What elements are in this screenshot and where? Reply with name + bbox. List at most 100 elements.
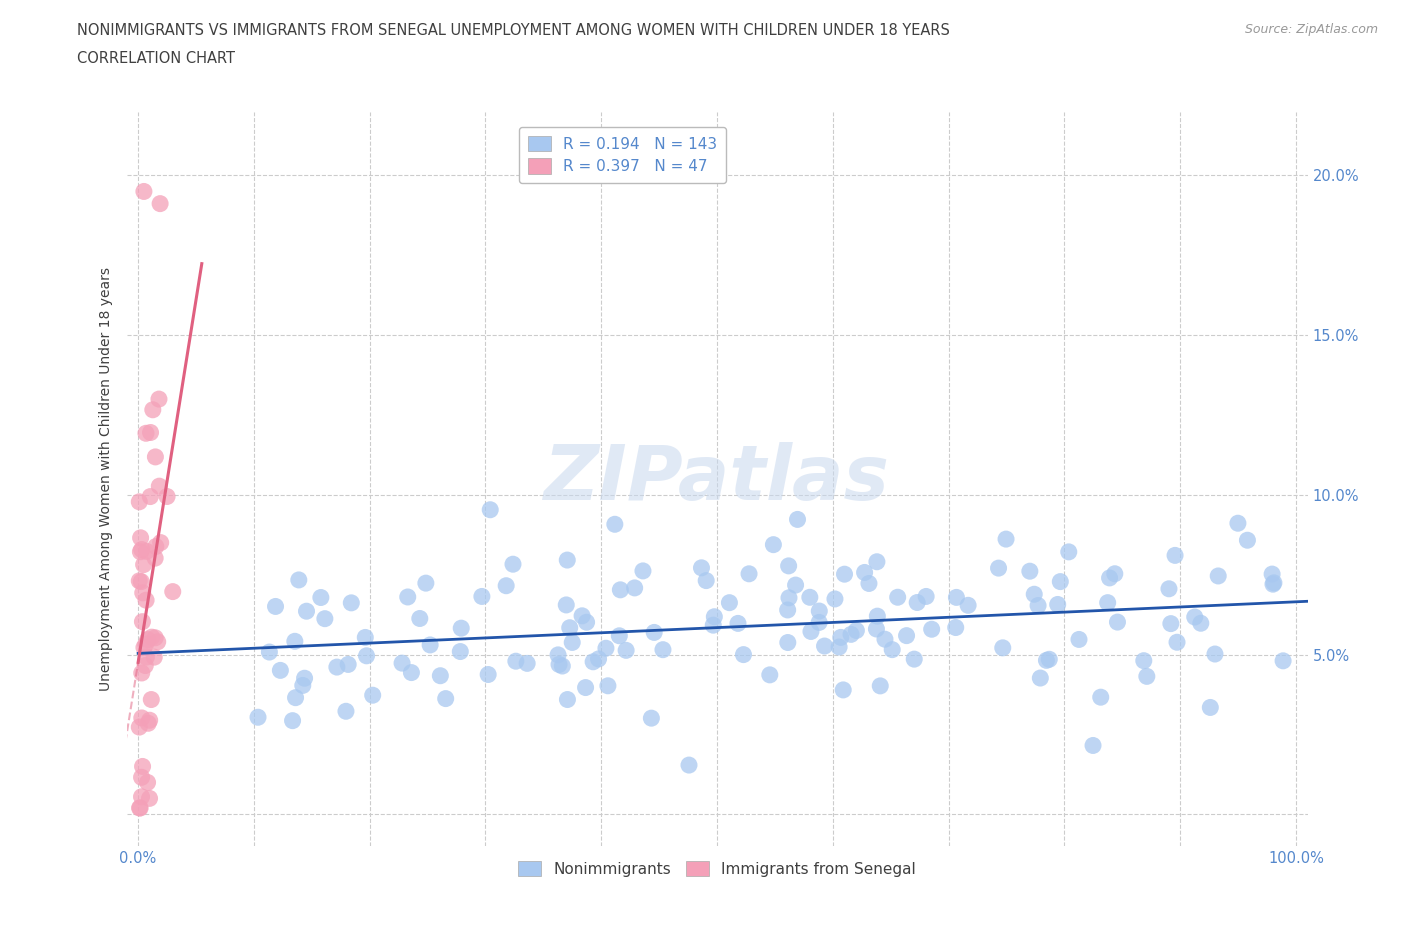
Point — [1160, 617, 1182, 631]
Point — [945, 620, 967, 635]
Point — [869, 679, 891, 694]
Point — [146, 634, 169, 649]
Point — [284, 634, 307, 649]
Point — [703, 609, 725, 624]
Point — [131, 542, 153, 557]
Point — [132, 557, 155, 572]
Point — [778, 558, 800, 573]
Point — [314, 611, 336, 626]
Point — [1024, 587, 1046, 602]
Point — [575, 615, 598, 630]
Point — [991, 641, 1014, 656]
Point — [415, 576, 437, 591]
Point — [145, 539, 167, 554]
Point — [132, 585, 155, 600]
Point — [551, 658, 574, 673]
Point — [561, 635, 583, 650]
Point — [148, 479, 170, 494]
Point — [1164, 548, 1187, 563]
Point — [495, 578, 517, 593]
Point — [905, 595, 928, 610]
Point — [131, 790, 153, 804]
Point — [516, 656, 538, 671]
Point — [845, 623, 868, 638]
Point — [449, 644, 471, 659]
Point — [945, 590, 967, 604]
Point — [1133, 653, 1156, 668]
Point — [808, 604, 831, 618]
Point — [131, 666, 153, 681]
Point — [643, 625, 665, 640]
Point — [247, 710, 270, 724]
Point — [631, 564, 654, 578]
Point — [609, 582, 631, 597]
Point — [759, 668, 782, 683]
Point — [505, 654, 527, 669]
Point — [834, 566, 856, 581]
Point — [1018, 564, 1040, 578]
Y-axis label: Unemployment Among Women with Children Under 18 years: Unemployment Among Women with Children U… — [100, 267, 114, 691]
Text: NONIMMIGRANTS VS IMMIGRANTS FROM SENEGAL UNEMPLOYMENT AMONG WOMEN WITH CHILDREN : NONIMMIGRANTS VS IMMIGRANTS FROM SENEGAL… — [77, 23, 950, 38]
Point — [853, 565, 876, 580]
Point — [574, 680, 596, 695]
Point — [434, 691, 457, 706]
Point — [607, 629, 630, 644]
Point — [134, 658, 156, 673]
Point — [987, 561, 1010, 576]
Point — [450, 620, 472, 635]
Point — [830, 630, 852, 644]
Point — [582, 655, 605, 670]
Point — [1206, 568, 1229, 583]
Point — [603, 517, 626, 532]
Point — [824, 591, 846, 606]
Point — [1261, 577, 1284, 591]
Point — [129, 801, 152, 816]
Point — [882, 643, 904, 658]
Point — [128, 801, 150, 816]
Point — [1038, 652, 1060, 667]
Point — [1098, 570, 1121, 585]
Legend: Nonimmigrants, Immigrants from Senegal: Nonimmigrants, Immigrants from Senegal — [512, 855, 922, 883]
Point — [1107, 615, 1129, 630]
Point — [1272, 654, 1295, 669]
Point — [921, 622, 943, 637]
Point — [1026, 598, 1049, 613]
Point — [131, 614, 153, 629]
Point — [555, 552, 578, 567]
Point — [135, 426, 157, 441]
Point — [547, 647, 569, 662]
Point — [886, 590, 908, 604]
Point — [131, 711, 153, 725]
Point — [652, 643, 675, 658]
Point — [136, 775, 159, 790]
Point — [1029, 671, 1052, 685]
Point — [129, 544, 152, 559]
Point — [162, 584, 184, 599]
Point — [718, 595, 741, 610]
Point — [1046, 597, 1069, 612]
Point — [915, 589, 938, 604]
Point — [401, 665, 423, 680]
Point — [614, 643, 637, 658]
Point — [136, 632, 159, 647]
Point — [839, 627, 862, 642]
Point — [738, 566, 761, 581]
Point — [143, 631, 166, 645]
Point — [264, 599, 287, 614]
Point — [1189, 616, 1212, 631]
Point — [1236, 533, 1258, 548]
Point — [269, 663, 291, 678]
Point — [690, 561, 713, 576]
Point — [571, 608, 593, 623]
Point — [1136, 669, 1159, 684]
Point — [477, 667, 499, 682]
Point — [776, 603, 799, 618]
Point — [1104, 566, 1126, 581]
Point — [149, 196, 172, 211]
Point — [391, 656, 413, 671]
Point — [548, 657, 571, 671]
Point — [957, 598, 980, 613]
Point — [132, 184, 155, 199]
Point — [640, 711, 662, 725]
Point — [141, 692, 163, 707]
